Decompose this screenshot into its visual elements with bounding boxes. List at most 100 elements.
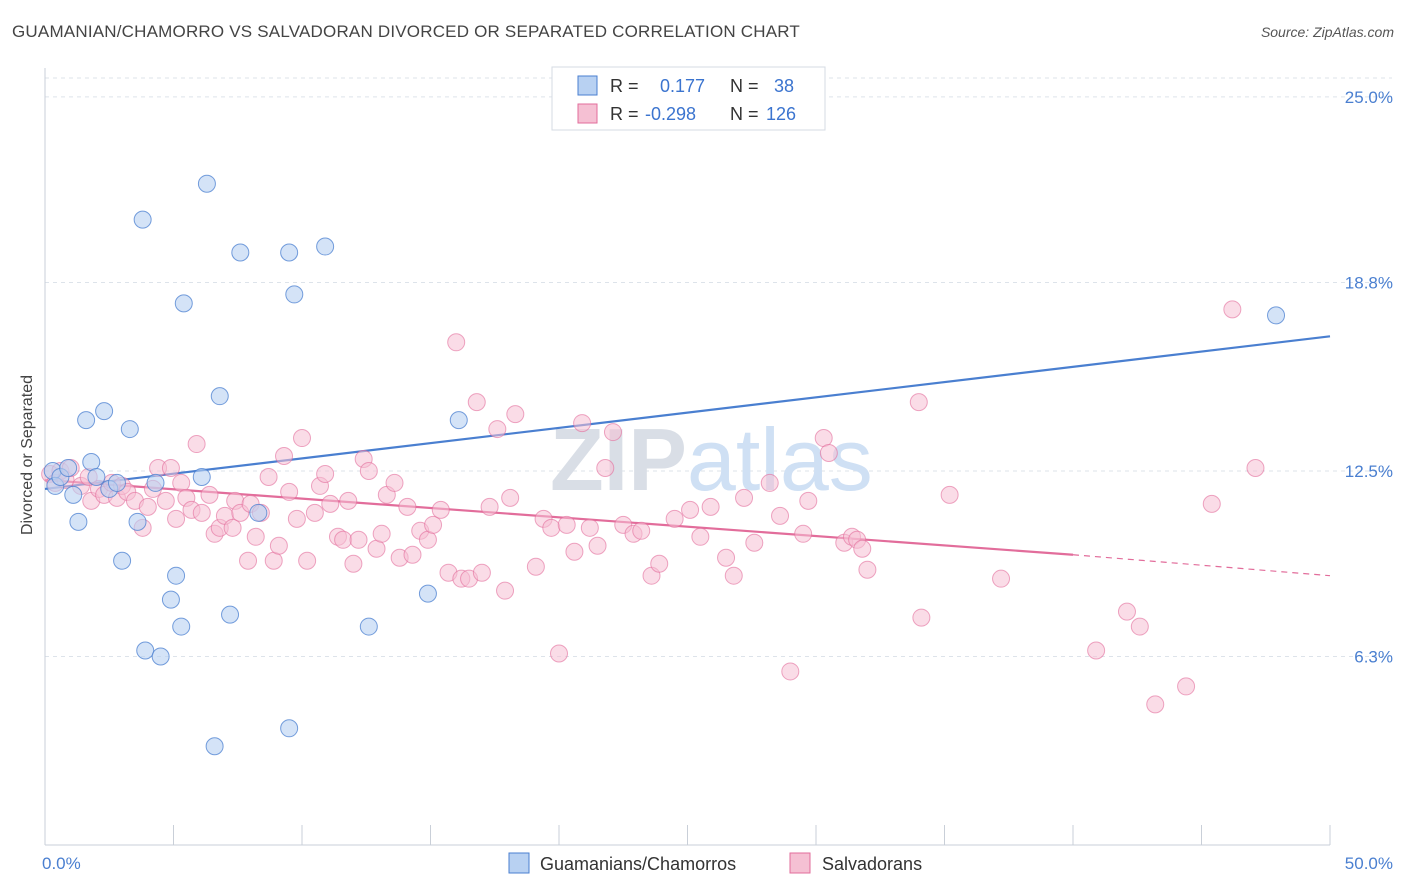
data-point-guamanians	[128, 512, 147, 531]
legend-r-label: R =	[610, 76, 639, 96]
data-point-guamanians	[151, 647, 170, 666]
data-point-guamanians	[59, 458, 78, 477]
data-point-guamanians	[174, 294, 193, 313]
data-point-salvadorans	[287, 509, 306, 528]
data-point-salvadorans	[940, 485, 959, 504]
data-point-salvadorans	[580, 518, 599, 537]
data-point-salvadorans	[172, 473, 191, 492]
data-point-guamanians	[95, 402, 114, 421]
legend-r-value: -0.298	[645, 104, 696, 124]
data-point-guamanians	[285, 285, 304, 304]
series-swatch-blue	[508, 852, 530, 874]
data-point-salvadorans	[781, 662, 800, 681]
data-point-salvadorans	[305, 503, 324, 522]
data-point-salvadorans	[480, 497, 499, 516]
data-point-guamanians	[1267, 306, 1286, 325]
data-point-salvadorans	[1223, 300, 1242, 319]
data-point-salvadorans	[339, 491, 358, 510]
legend-r-label: R =	[610, 104, 639, 124]
data-point-salvadorans	[858, 560, 877, 579]
data-point-salvadorans	[467, 393, 486, 412]
y-tick-label: 12.5%	[1345, 462, 1393, 481]
data-point-salvadorans	[506, 405, 525, 424]
data-point-salvadorans	[665, 509, 684, 528]
stats-legend: R = 0.177 N = 38 R = -0.298 N = 126	[551, 66, 826, 131]
data-point-salvadorans	[1202, 494, 1221, 513]
data-point-guamanians	[280, 719, 299, 738]
data-point-salvadorans	[909, 393, 928, 412]
data-point-guamanians	[77, 411, 96, 430]
x-tick-label: 0.0%	[42, 854, 81, 873]
data-point-salvadorans	[385, 473, 404, 492]
data-point-salvadorans	[526, 557, 545, 576]
y-tick-label: 18.8%	[1345, 273, 1393, 292]
chart-title: GUAMANIAN/CHAMORRO VS SALVADORAN DIVORCE…	[12, 22, 801, 41]
data-point-salvadorans	[293, 429, 311, 448]
y-tick-label: 25.0%	[1345, 88, 1393, 107]
data-point-salvadorans	[501, 488, 520, 507]
data-point-salvadorans	[269, 536, 288, 555]
data-point-salvadorans	[724, 566, 743, 585]
data-point-salvadorans	[334, 530, 353, 549]
data-point-salvadorans	[447, 333, 466, 352]
data-point-guamanians	[82, 452, 101, 471]
series-label-guamanians: Guamanians/Chamorros	[540, 854, 736, 874]
data-point-salvadorans	[542, 518, 561, 537]
data-point-salvadorans	[403, 545, 422, 564]
data-point-guamanians	[210, 387, 229, 406]
data-point-salvadorans	[316, 464, 335, 483]
data-point-guamanians	[107, 473, 126, 492]
data-point-salvadorans	[550, 644, 568, 663]
data-point-salvadorans	[472, 563, 491, 582]
data-point-guamanians	[316, 237, 335, 256]
data-point-guamanians	[87, 467, 106, 486]
data-point-salvadorans	[1246, 458, 1265, 477]
data-point-guamanians	[113, 551, 132, 570]
data-point-salvadorans	[259, 467, 278, 486]
data-point-guamanians	[418, 584, 437, 603]
trend-line-salvadorans-extension	[1072, 554, 1331, 577]
data-point-salvadorans	[280, 482, 299, 501]
data-point-salvadorans	[156, 491, 175, 510]
data-point-salvadorans	[565, 542, 584, 561]
data-point-salvadorans	[1087, 641, 1106, 660]
data-point-guamanians	[449, 411, 468, 430]
tick-labels: 6.3% 12.5% 18.8% 25.0% 0.0% 50.0%	[42, 88, 1393, 873]
series-swatch-pink	[789, 852, 811, 874]
data-point-salvadorans	[650, 554, 669, 573]
series-legend: Guamanians/Chamorros Salvadorans	[508, 852, 922, 874]
series-label-salvadorans: Salvadorans	[822, 854, 922, 874]
data-point-salvadorans	[359, 461, 378, 480]
data-point-salvadorans	[138, 497, 157, 516]
guamanians-points	[43, 174, 1286, 756]
data-point-salvadorans	[992, 569, 1011, 588]
data-point-salvadorans	[588, 536, 607, 555]
data-point-salvadorans	[424, 515, 443, 534]
legend-swatch-blue	[577, 75, 598, 96]
data-point-guamanians	[359, 617, 378, 636]
legend-n-value: 126	[766, 104, 796, 124]
data-point-salvadorans	[853, 539, 872, 558]
legend-n-label: N =	[730, 104, 759, 124]
data-point-salvadorans	[557, 515, 576, 534]
data-point-salvadorans	[431, 500, 450, 519]
data-point-salvadorans	[745, 533, 764, 552]
data-point-guamanians	[133, 210, 152, 229]
data-point-guamanians	[192, 467, 211, 486]
data-point-salvadorans	[488, 420, 507, 439]
data-point-guamanians	[249, 503, 268, 522]
legend-swatch-pink	[577, 103, 598, 124]
data-point-salvadorans	[701, 497, 720, 516]
data-point-salvadorans	[344, 554, 363, 573]
data-point-salvadorans	[239, 551, 258, 570]
data-point-salvadorans	[1130, 617, 1149, 636]
data-point-guamanians	[280, 243, 299, 262]
data-point-salvadorans	[1146, 695, 1165, 714]
data-point-guamanians	[197, 174, 216, 193]
data-point-salvadorans	[167, 509, 186, 528]
legend-n-value: 38	[774, 76, 794, 96]
data-point-guamanians	[136, 641, 155, 660]
data-point-guamanians	[120, 420, 139, 439]
data-point-salvadorans	[200, 485, 219, 504]
legend-r-value: 0.177	[660, 76, 705, 96]
